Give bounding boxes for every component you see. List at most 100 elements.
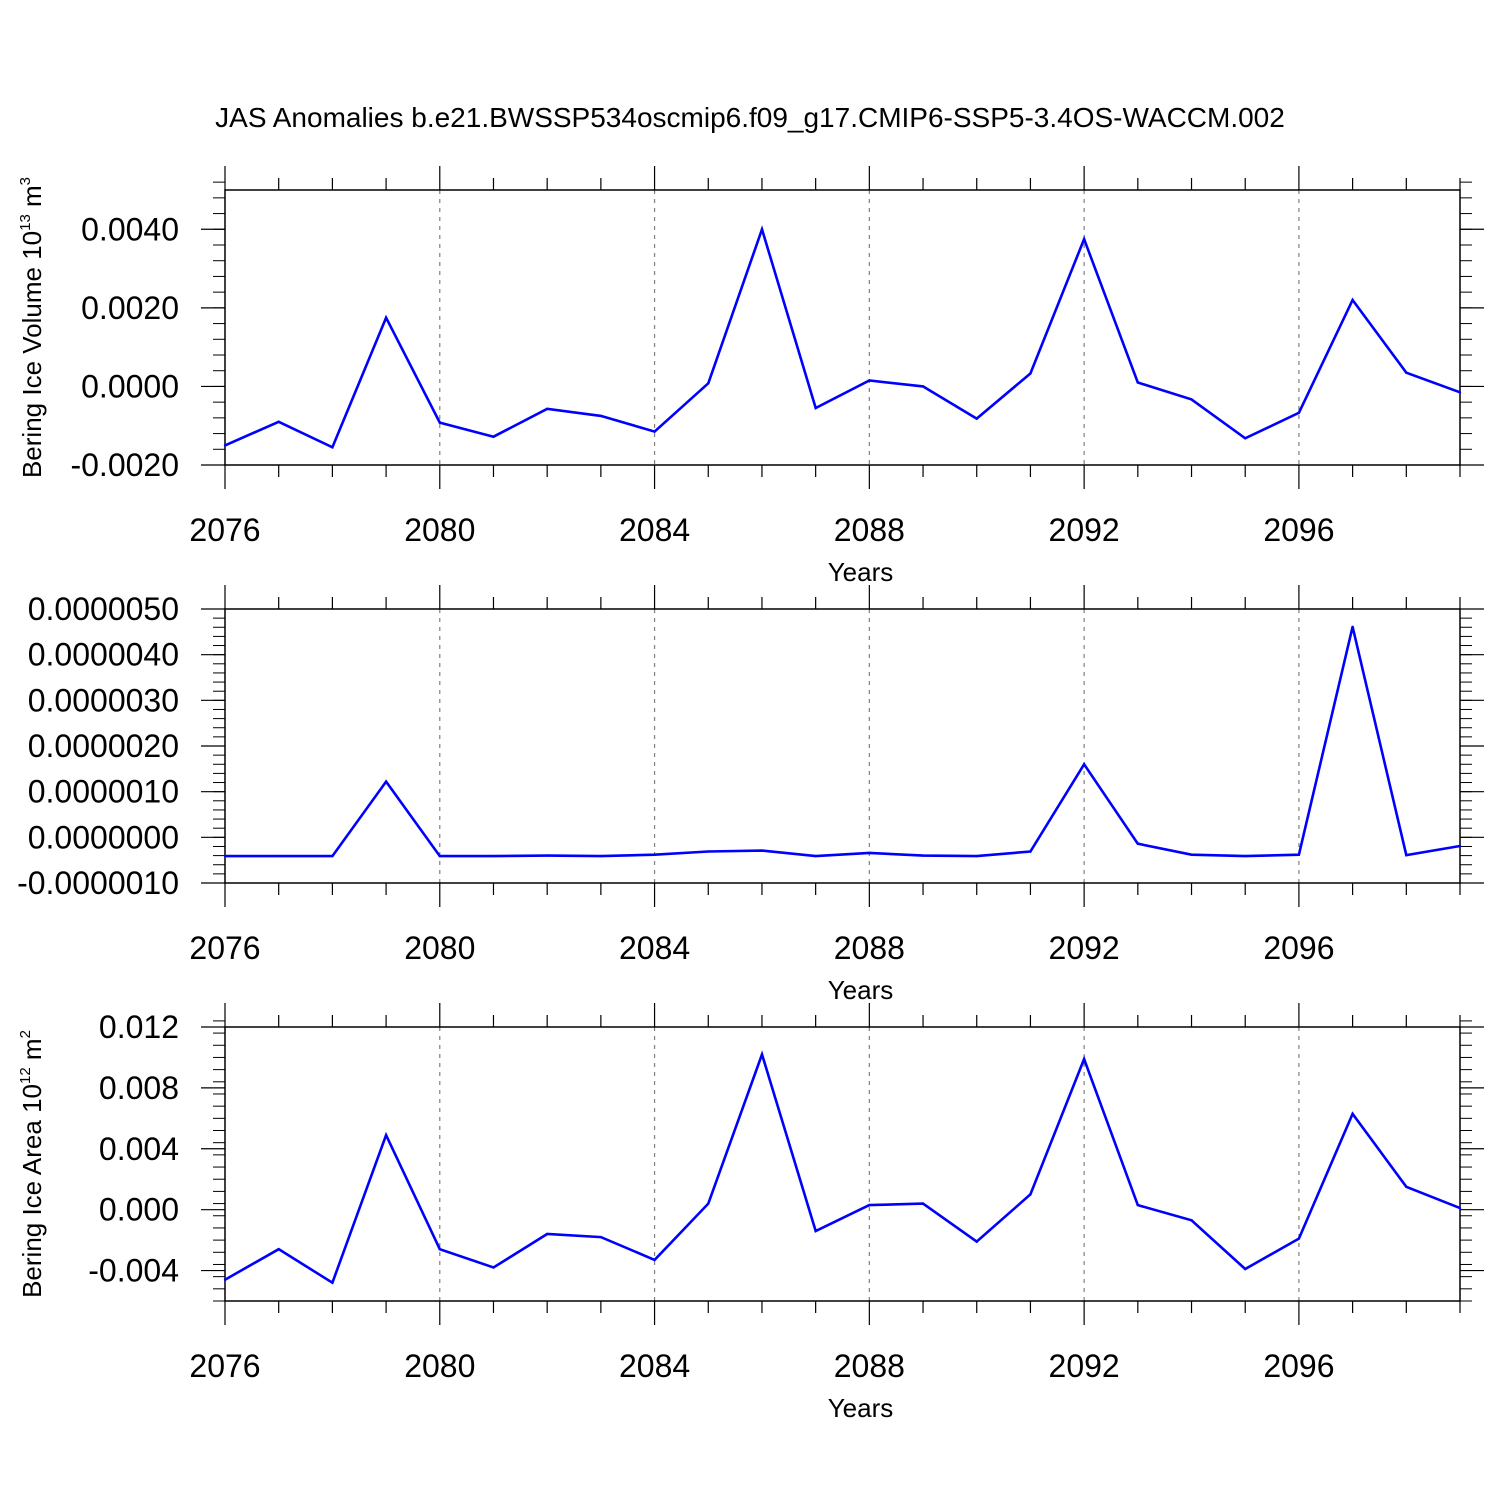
y-tick-label: 0.0000050 — [28, 591, 179, 627]
series-line — [224, 1050, 1461, 1285]
data-point — [921, 1202, 925, 1205]
x-tick-label: 2092 — [1049, 930, 1120, 966]
data-point — [1297, 411, 1301, 414]
data-point — [1029, 850, 1032, 853]
x-tick-label: 2080 — [404, 512, 475, 548]
chart-panel-1: -0.0020 0.0000 0.0020 0.0040 2076 2080 2084 208… — [17, 166, 1484, 587]
data-point — [1405, 371, 1408, 374]
x-tick-label: 2096 — [1263, 512, 1334, 548]
data-point — [975, 417, 978, 420]
data-point — [1351, 298, 1354, 302]
y-tick-label: 0.004 — [99, 1131, 179, 1167]
data-point — [545, 1232, 549, 1236]
data-point — [1297, 1237, 1301, 1240]
data-point — [331, 446, 334, 449]
plot-frame — [224, 189, 1461, 466]
y-tick-label: -0.004 — [88, 1253, 179, 1289]
data-point — [384, 1133, 388, 1137]
data-point — [1190, 853, 1193, 856]
data-point — [1351, 625, 1354, 629]
data-point — [599, 854, 603, 858]
data-point — [814, 406, 817, 410]
y-tick-label: 0.0020 — [81, 290, 179, 326]
data-point — [223, 854, 227, 858]
x-axis-title: Years — [828, 1393, 894, 1423]
data-point — [545, 407, 549, 411]
chart-panel-3: -0.004 0.000 0.004 0.008 0.012 2076 2080 2084 20… — [17, 1003, 1484, 1423]
data-point — [277, 854, 280, 858]
data-point — [223, 1278, 227, 1281]
data-point — [277, 1248, 280, 1251]
data-point — [707, 850, 710, 853]
data-point — [1405, 853, 1408, 857]
data-point — [1029, 372, 1032, 375]
y-tick-label: 0.0000040 — [28, 637, 179, 673]
data-point — [975, 1240, 978, 1243]
data-point — [223, 444, 227, 447]
x-axis-title: Years — [828, 975, 894, 1005]
x-tick-label: 2076 — [189, 512, 260, 548]
data-point — [1458, 844, 1462, 848]
data-point — [599, 1235, 603, 1239]
data-point — [599, 414, 603, 418]
data-point — [331, 854, 334, 858]
x-tick-label: 2076 — [189, 1348, 260, 1384]
x-tick-label: 2088 — [834, 512, 905, 548]
data-point — [975, 854, 978, 858]
x-tick-label: 2084 — [619, 512, 690, 548]
y-tick-label: -0.0020 — [70, 447, 179, 483]
data-point — [653, 1258, 656, 1262]
data-point — [868, 379, 871, 382]
data-point — [1190, 1219, 1193, 1222]
x-tick-label: 2096 — [1263, 1348, 1334, 1384]
data-point — [760, 849, 764, 852]
data-point — [545, 854, 549, 857]
chart-panel-2: -0.0000010 0.0000000 0.0000010 0.0000020 0.0… — [17, 585, 1484, 1005]
x-tick-label: 2092 — [1049, 512, 1120, 548]
x-tick-label: 2092 — [1049, 1348, 1120, 1384]
data-point — [1297, 853, 1301, 856]
x-tick-label: 2080 — [404, 1348, 475, 1384]
plot-frame — [224, 608, 1461, 884]
data-point — [1029, 1193, 1032, 1196]
data-point — [1082, 1057, 1086, 1061]
data-point — [1136, 842, 1140, 845]
y-tick-label: 0.000 — [99, 1192, 179, 1228]
data-point — [1190, 398, 1193, 401]
data-point — [1244, 854, 1247, 858]
data-point — [492, 1266, 495, 1269]
x-tick-label: 2076 — [189, 930, 260, 966]
data-point — [277, 420, 280, 423]
y-tick-label: 0.012 — [99, 1009, 179, 1045]
data-point — [868, 1203, 871, 1207]
data-point — [1136, 381, 1140, 384]
data-point — [438, 1248, 441, 1251]
data-point — [921, 854, 925, 857]
x-tick-label: 2084 — [619, 1348, 690, 1384]
y-axis-title: Bering Ice Area 1012 m2 — [17, 1030, 47, 1298]
x-tick-label: 2088 — [834, 1348, 905, 1384]
data-point — [384, 316, 388, 319]
data-point — [814, 854, 817, 858]
data-point — [1458, 1206, 1462, 1210]
data-point — [1082, 763, 1086, 766]
data-point — [384, 780, 388, 783]
plot-frame — [224, 1026, 1461, 1302]
data-point — [438, 854, 441, 858]
data-point — [438, 421, 441, 424]
data-point — [868, 851, 871, 855]
y-tick-label: 0.0000030 — [28, 682, 179, 718]
y-tick-label: -0.0000010 — [17, 865, 179, 901]
data-point — [1244, 437, 1247, 440]
y-tick-label: 0.0000020 — [28, 728, 179, 764]
y-tick-label: 0.008 — [99, 1070, 179, 1106]
data-point — [1405, 1185, 1408, 1189]
series-line — [224, 225, 1461, 450]
y-tick-label: 0.0000000 — [28, 819, 179, 855]
data-point — [1136, 1203, 1140, 1207]
y-axis-title: Bering Ice Volume 1013 m3 — [17, 177, 47, 478]
data-point — [1244, 1267, 1247, 1271]
x-axis-title: Years — [828, 557, 894, 587]
data-point — [653, 853, 656, 856]
data-point — [1351, 1112, 1354, 1115]
